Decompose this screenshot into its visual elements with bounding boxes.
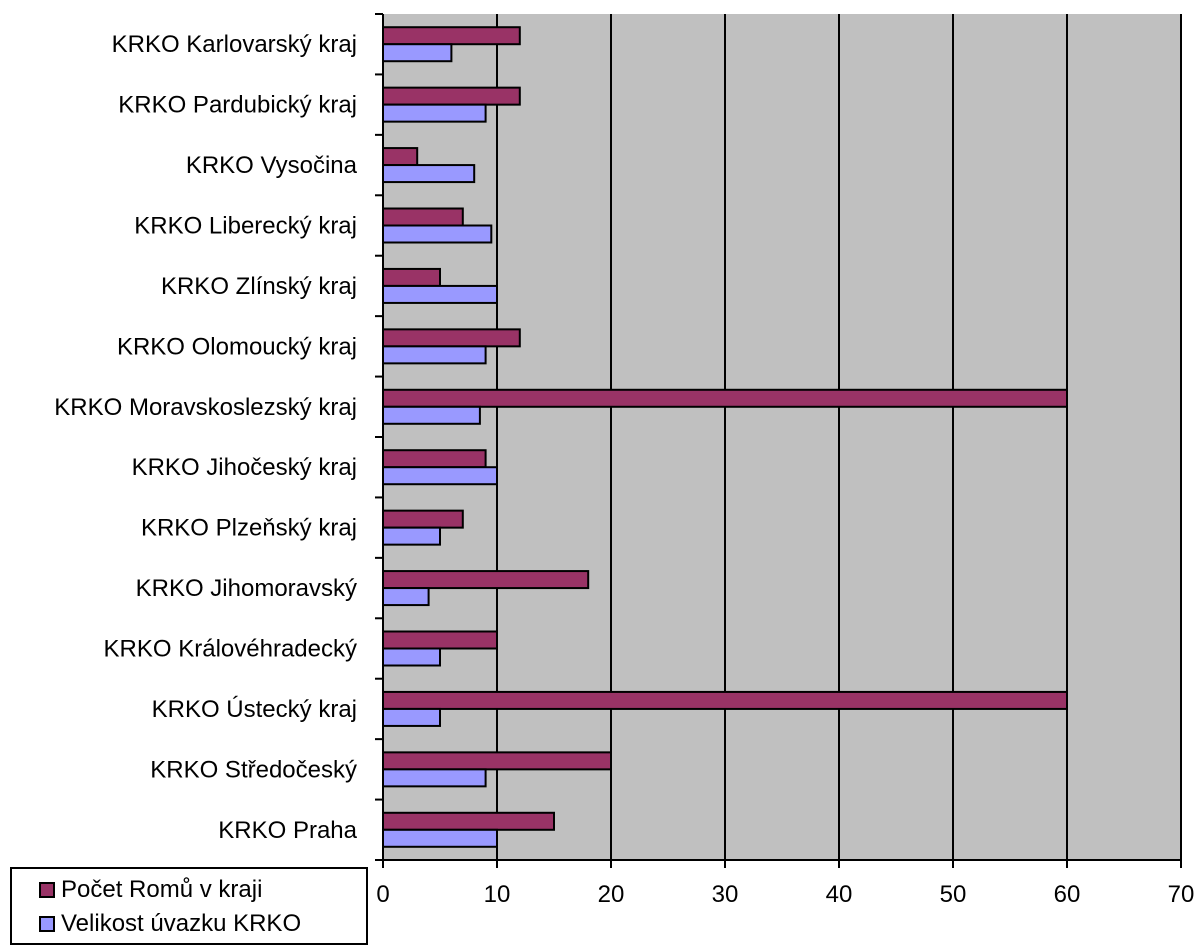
legend-label-krko-workload: Velikost úvazku KRKO xyxy=(61,910,302,937)
bar-roma-count-category-5 xyxy=(382,328,521,348)
y-tick-label-category-8: KRKO Plzeňský kraj xyxy=(141,515,357,542)
bar-roma-count-category-9 xyxy=(382,570,590,590)
bar-roma-count-category-8 xyxy=(382,509,464,529)
bar-roma-count-category-0 xyxy=(382,26,521,46)
bar-roma-count-category-2 xyxy=(382,147,419,167)
y-tick-label-category-2: KRKO Vysočina xyxy=(186,152,358,179)
y-tick-label-category-0: KRKO Karlovarský kraj xyxy=(112,31,357,58)
bar-krko-workload-category-7 xyxy=(382,466,498,486)
y-tick-label-category-4: KRKO Zlínský kraj xyxy=(161,273,357,300)
x-tick-label-60: 60 xyxy=(1054,881,1081,908)
bar-krko-workload-category-0 xyxy=(382,43,453,63)
legend-item-krko-workload: Velikost úvazku KRKO xyxy=(39,909,301,939)
bar-krko-workload-category-13 xyxy=(382,828,498,848)
bar-roma-count-category-4 xyxy=(382,267,441,287)
x-tick-label-50: 50 xyxy=(940,881,967,908)
y-tick-label-category-10: KRKO Královéhradecký xyxy=(104,636,357,663)
bar-krko-workload-category-10 xyxy=(382,647,441,667)
bar-krko-workload-category-1 xyxy=(382,103,487,123)
axis-labels: 0 10 20 30 40 50 60 70 KRKO Karlovarský kraj KRKO… xyxy=(54,31,1194,908)
y-tick-label-category-7: KRKO Jihočeský kraj xyxy=(132,454,357,481)
legend-swatch-krko-workload xyxy=(39,916,55,932)
x-tick-label-70: 70 xyxy=(1168,881,1195,908)
x-tick-label-20: 20 xyxy=(598,881,625,908)
legend: Počet Romů v kraji Velikost úvazku KRKO xyxy=(10,867,368,945)
legend-label-roma-count: Počet Romů v kraji xyxy=(61,876,263,903)
bar-roma-count-category-13 xyxy=(382,811,555,831)
bar-roma-count-category-10 xyxy=(382,630,498,650)
x-tick-label-30: 30 xyxy=(712,881,739,908)
y-tick-label-category-9: KRKO Jihomoravský xyxy=(136,575,357,602)
y-tick-label-category-11: KRKO Ústecký kraj xyxy=(152,696,357,723)
y-tick-label-category-3: KRKO Liberecký kraj xyxy=(134,213,357,240)
x-tick-label-0: 0 xyxy=(376,881,389,908)
axes xyxy=(375,13,1182,868)
bars xyxy=(382,26,1068,848)
plot-area xyxy=(383,14,1181,860)
bar-krko-workload-category-2 xyxy=(382,164,476,184)
bar-roma-count-category-7 xyxy=(382,449,487,469)
bar-roma-count-category-11 xyxy=(382,690,1068,710)
y-tick-label-category-6: KRKO Moravskoslezský kraj xyxy=(54,394,357,421)
bar-krko-workload-category-3 xyxy=(382,224,493,244)
bar-roma-count-category-6 xyxy=(382,388,1068,408)
y-tick-label-category-5: KRKO Olomoucký kraj xyxy=(117,333,357,360)
x-tick-label-10: 10 xyxy=(484,881,511,908)
bar-roma-count-category-1 xyxy=(382,86,521,106)
bar-krko-workload-category-5 xyxy=(382,345,487,365)
y-tick-label-category-13: KRKO Praha xyxy=(218,817,357,844)
x-tick-label-40: 40 xyxy=(826,881,853,908)
bar-roma-count-category-12 xyxy=(382,751,612,771)
bar-krko-workload-category-11 xyxy=(382,707,441,727)
bar-krko-workload-category-9 xyxy=(382,587,430,607)
bar-krko-workload-category-12 xyxy=(382,768,487,788)
bar-roma-count-category-3 xyxy=(382,207,464,227)
grid-lines xyxy=(496,14,1182,860)
bar-krko-workload-category-6 xyxy=(382,405,481,425)
legend-item-roma-count: Počet Romů v kraji xyxy=(39,875,262,905)
legend-swatch-roma-count xyxy=(39,882,55,898)
y-tick-label-category-1: KRKO Pardubický kraj xyxy=(118,92,357,119)
bar-krko-workload-category-4 xyxy=(382,284,498,304)
bar-krko-workload-category-8 xyxy=(382,526,441,546)
y-tick-label-category-12: KRKO Středočeský xyxy=(150,756,357,783)
